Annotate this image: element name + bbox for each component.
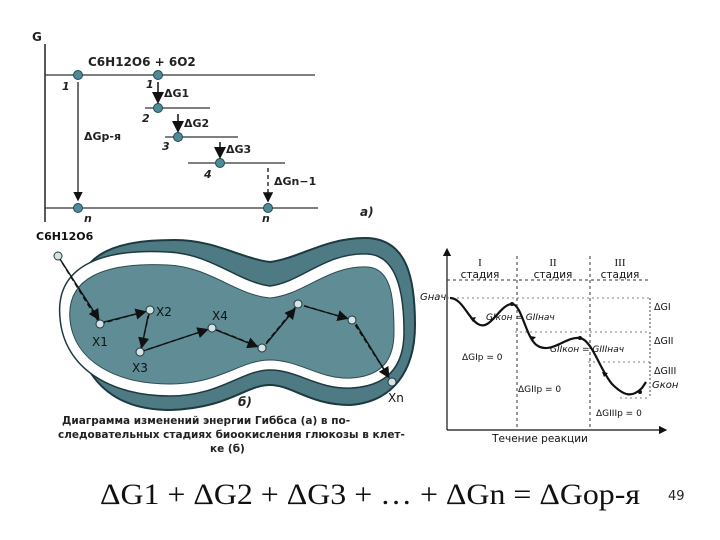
level-dot	[73, 70, 83, 80]
level-dot	[73, 203, 83, 213]
stage-name: стадия	[461, 269, 500, 281]
level-number: 1	[146, 78, 154, 91]
node-label-xn: Xn	[388, 391, 404, 405]
node-label-x1: X1	[92, 335, 108, 349]
overall-gibbs-label: ΔGр-я	[84, 130, 121, 143]
formula-text: ΔG1 + ΔG2 + ΔG3 + … + ΔGn = ΔGор-я	[100, 478, 640, 511]
step-label: ΔG3	[226, 143, 251, 156]
stage-name: стадия	[601, 269, 640, 281]
level-number: 4	[203, 168, 212, 181]
gibbs-sum-formula: ΔG1 + ΔG2 + ΔG3 + … + ΔGn = ΔGор-я	[100, 468, 660, 528]
equilibrium-eq: ΔGIIр = 0	[518, 385, 561, 395]
level-dot	[263, 203, 273, 213]
pathway-node	[135, 347, 145, 357]
delta-g-label: ΔGIII	[654, 366, 676, 377]
step-label: ΔG1	[164, 87, 189, 100]
equilibrium-eq: ΔGIр = 0	[462, 353, 503, 363]
pathway-node	[145, 305, 155, 315]
pathway-node	[347, 315, 357, 325]
pathway-node	[95, 319, 105, 329]
stage-name: стадия	[534, 269, 573, 281]
panel-label-b: б)	[238, 395, 252, 409]
level-number: 3	[162, 140, 170, 153]
level-number: n	[262, 212, 270, 225]
level-dot	[153, 70, 163, 80]
curve-dot	[638, 390, 642, 394]
delta-g-label: ΔGII	[654, 336, 673, 347]
node-label-x2: X2	[156, 305, 172, 319]
pathway-node	[207, 323, 217, 333]
level-number: n	[84, 212, 92, 225]
x-axis-label: Течение реакции	[491, 433, 588, 445]
caption-line: следовательных стадиях биоокисления глюк…	[58, 429, 405, 441]
delta-g-label: ΔGI	[654, 302, 671, 313]
boundary-eq: GIкон = GIIнач	[486, 313, 555, 323]
step-label: ΔG2	[184, 117, 209, 130]
level-number: 1	[62, 80, 70, 93]
node-label-x3: X3	[132, 361, 148, 375]
g-start-label: Gнач	[420, 292, 446, 303]
start-label: C6H12O6	[36, 230, 94, 243]
level-number: 2	[142, 112, 150, 125]
pathway-node	[293, 299, 303, 309]
equilibrium-eq: ΔGIIIр = 0	[596, 409, 642, 419]
curve-dot	[510, 302, 514, 306]
pathway-node	[53, 251, 63, 261]
panel-label-a: а)	[360, 205, 374, 219]
pathway-node	[387, 377, 397, 387]
boundary-eq: GIIкон = GIIIнач	[550, 345, 624, 355]
curve-dot	[578, 336, 582, 340]
caption-line: ке (б)	[210, 443, 245, 455]
g-end-label: Gкон	[652, 380, 679, 391]
pathway-node	[257, 343, 267, 353]
caption-line: Диаграмма изменений энергии Гиббса (а) в…	[62, 415, 350, 427]
stage-number: I	[478, 257, 482, 269]
step-label: ΔGn−1	[274, 175, 316, 188]
node-label-x4: X4	[212, 309, 228, 323]
reaction-curve	[449, 296, 647, 396]
stage-number: II	[549, 257, 557, 269]
stage-number: III	[615, 257, 626, 269]
cell-cytoplasm	[69, 264, 395, 385]
axis-g-label: G	[32, 30, 42, 44]
reactant-label: C6H12O6 + 6O2	[88, 55, 196, 69]
